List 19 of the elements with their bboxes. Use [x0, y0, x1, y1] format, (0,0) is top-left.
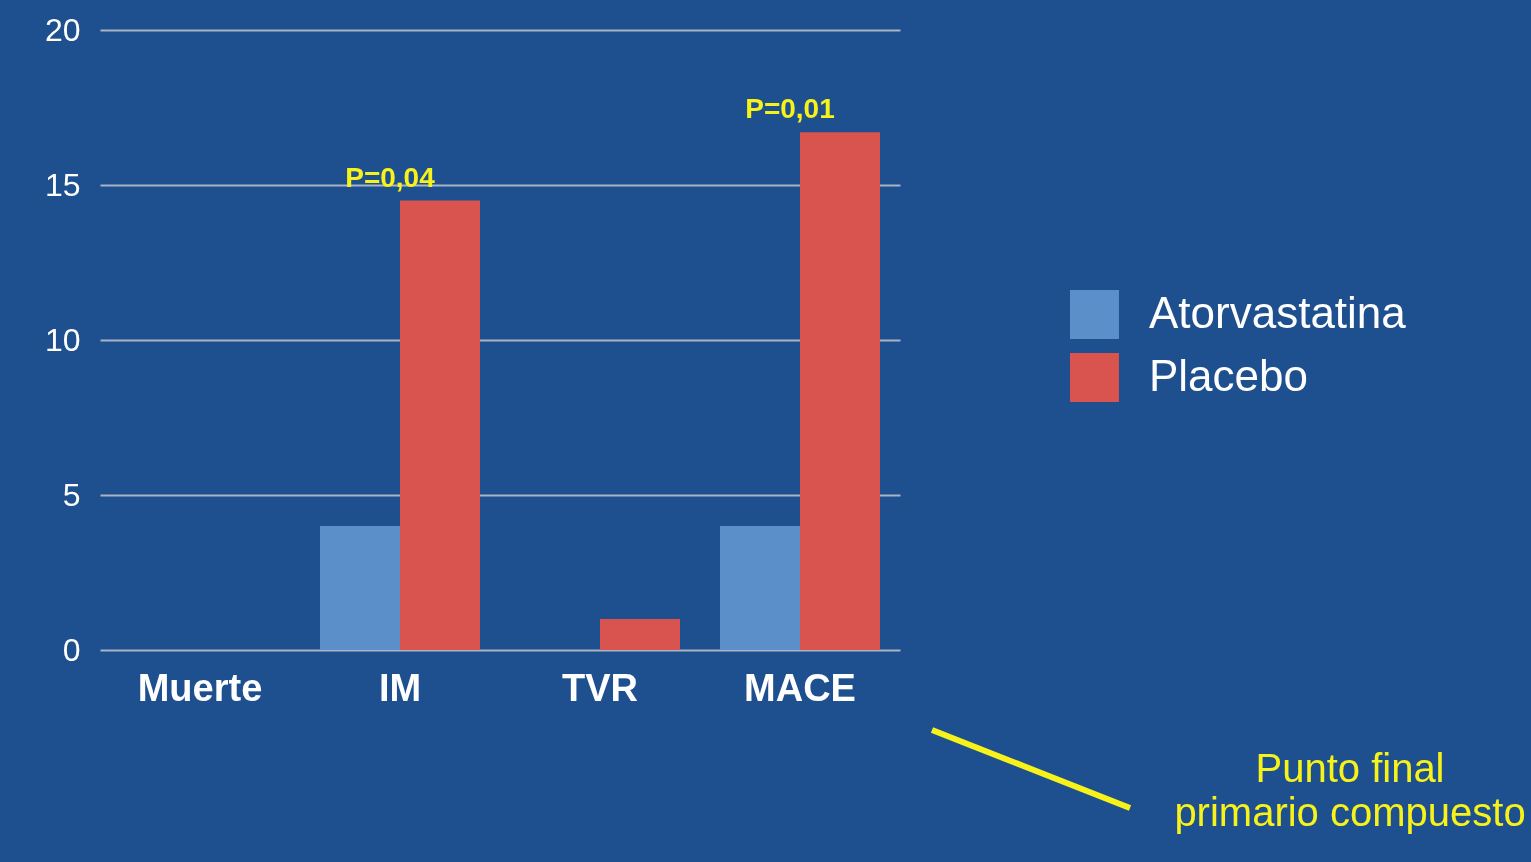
y-tick-label: 15 — [44, 166, 81, 203]
x-tick-label: IM — [378, 666, 422, 709]
bar — [400, 200, 480, 650]
annotation: P=0,04 — [345, 161, 436, 193]
annotation: P=0,01 — [745, 93, 835, 125]
legend-label: Placebo — [1149, 350, 1309, 400]
y-tick-label: 10 — [44, 321, 81, 358]
x-tick-label: TVR — [562, 666, 638, 709]
y-tick-label: 0 — [62, 631, 81, 668]
bar — [800, 132, 880, 650]
bar — [600, 619, 680, 650]
legend-label: Atorvastatina — [1149, 287, 1407, 337]
y-tick-label: 5 — [62, 476, 81, 513]
y-tick-label: 20 — [44, 11, 81, 48]
x-tick-label: Muerte — [137, 666, 263, 709]
bar — [720, 526, 800, 650]
text: Punto final primario compuesto — [1174, 746, 1526, 834]
bar — [320, 526, 400, 650]
x-tick-label: MACE — [744, 666, 856, 709]
